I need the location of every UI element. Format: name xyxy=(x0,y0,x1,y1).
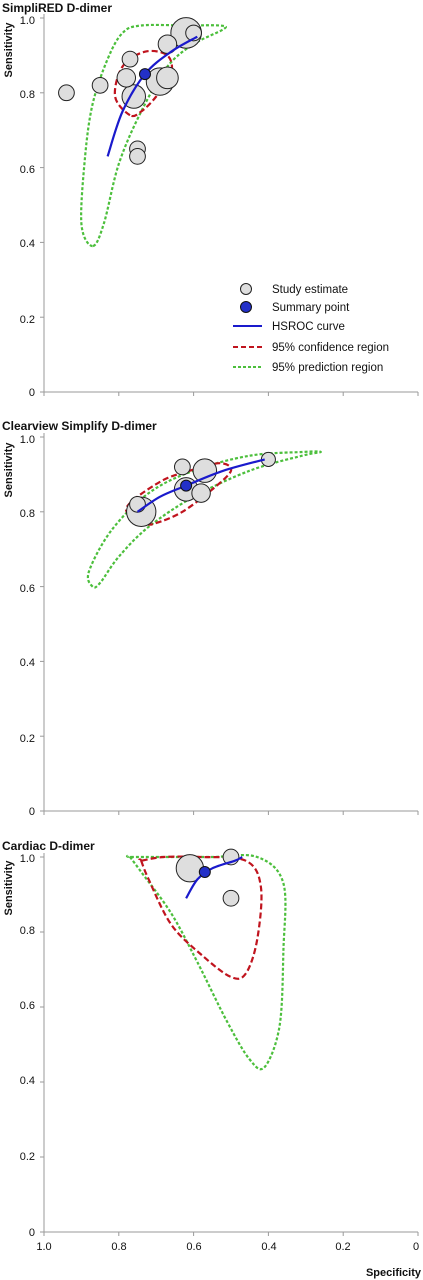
plot-area-cardiac xyxy=(40,848,419,1236)
y-tick-label: 0.2 xyxy=(20,733,35,745)
plot-area-clearview xyxy=(40,433,419,815)
panel-clearview: Clearview Simplify D-dimer Sensitivity 0… xyxy=(2,419,419,818)
legend-item-prediction: 95% prediction region xyxy=(233,362,383,374)
x-tick-label: 0.2 xyxy=(335,1241,350,1253)
y-axis-ticks: 0 0.2 0.4 0.6 0.8 1.0 xyxy=(20,853,35,1239)
summary-point xyxy=(138,68,151,81)
legend-label: HSROC curve xyxy=(272,321,345,333)
prediction-region xyxy=(86,450,322,589)
legend-label: Study estimate xyxy=(272,284,348,296)
legend: Study estimate Summary point HSROC curve… xyxy=(233,283,389,374)
legend-item-hsroc: HSROC curve xyxy=(233,321,345,333)
study-estimate-point xyxy=(116,68,137,88)
study-estimate-point xyxy=(191,483,211,503)
x-tick-label: 0 xyxy=(413,1241,419,1253)
y-tick-label: 1.0 xyxy=(20,15,35,27)
y-axis-title: Sensitivity xyxy=(3,442,15,498)
panel-title: Clearview Simplify D-dimer xyxy=(2,419,157,433)
study-estimate-point xyxy=(121,50,139,68)
study-estimate-point xyxy=(91,76,109,94)
legend-label: 95% confidence region xyxy=(272,342,389,354)
y-tick-label: 0.2 xyxy=(20,1151,35,1163)
summary-point xyxy=(180,479,193,492)
confidence-region xyxy=(125,462,233,526)
study-estimate-point xyxy=(129,495,146,513)
x-tick-label: 1.0 xyxy=(36,1241,51,1253)
confidence-region xyxy=(138,855,263,980)
hsroc-curve xyxy=(185,856,243,899)
prediction-region xyxy=(80,23,227,248)
y-tick-label: 0.4 xyxy=(20,1075,35,1087)
x-tick-label: 0.4 xyxy=(261,1241,276,1253)
study-estimate-point xyxy=(156,66,179,90)
panel-simplired: SimpliRED D-dimer Sensitivity 0 0.2 0.4 … xyxy=(2,1,419,399)
study-estimate-point xyxy=(129,148,146,165)
study-estimate-point xyxy=(58,84,75,102)
y-tick-label: 0.8 xyxy=(20,508,35,520)
y-tick-label: 0 xyxy=(29,806,35,818)
x-axis-ticks: 1.0 0.8 0.6 0.4 0.2 0 xyxy=(36,1241,419,1253)
y-axis-ticks: 0 0.2 0.4 0.6 0.8 1.0 xyxy=(20,15,35,399)
x-tick-label: 0.6 xyxy=(186,1241,201,1253)
legend-label: 95% prediction region xyxy=(272,362,383,374)
y-tick-label: 1.0 xyxy=(20,434,35,446)
y-tick-label: 0.6 xyxy=(20,164,35,176)
x-tick-label: 0.8 xyxy=(111,1241,126,1253)
legend-item-study: Study estimate xyxy=(240,283,348,296)
y-tick-label: 0 xyxy=(29,1227,35,1239)
confidence-region xyxy=(113,49,174,118)
hsroc-curve xyxy=(106,35,198,157)
study-estimate-point xyxy=(222,889,240,907)
study-estimate-point xyxy=(174,458,191,476)
y-axis-title: Sensitivity xyxy=(3,22,15,78)
y-tick-label: 0.2 xyxy=(20,314,35,326)
plot-area-simplired xyxy=(40,14,419,396)
y-tick-label: 0.8 xyxy=(20,89,35,101)
legend-item-summary: Summary point xyxy=(240,301,350,314)
y-tick-label: 1.0 xyxy=(20,853,35,865)
study-estimate-point xyxy=(185,24,202,42)
y-tick-label: 0.6 xyxy=(20,1000,35,1012)
summary-point xyxy=(198,866,211,878)
y-tick-label: 0.4 xyxy=(20,238,35,250)
legend-study-marker xyxy=(240,283,252,295)
panel-cardiac: Cardiac D-dimer Sensitivity 0 0.2 0.4 0.… xyxy=(2,839,422,1279)
x-axis-title: Specificity xyxy=(366,1267,422,1279)
panel-title: Cardiac D-dimer xyxy=(2,839,95,853)
y-tick-label: 0.4 xyxy=(20,657,35,669)
y-axis-title: Sensitivity xyxy=(3,860,15,916)
legend-summary-marker xyxy=(240,301,252,313)
y-axis-ticks: 0 0.2 0.4 0.6 0.8 1.0 xyxy=(20,434,35,818)
panel-title: SimpliRED D-dimer xyxy=(2,1,112,15)
y-tick-label: 0.6 xyxy=(20,583,35,595)
y-tick-label: 0.8 xyxy=(20,925,35,937)
legend-label: Summary point xyxy=(272,302,350,314)
legend-item-confidence: 95% confidence region xyxy=(233,342,389,354)
y-tick-label: 0 xyxy=(29,387,35,399)
